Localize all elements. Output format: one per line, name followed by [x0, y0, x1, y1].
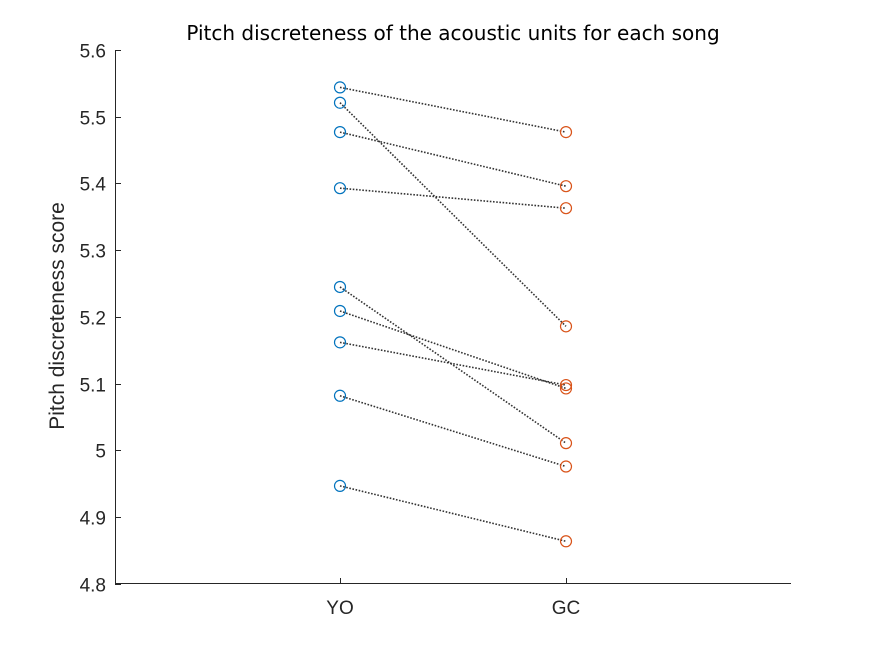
yo-marker [333, 81, 347, 94]
gc-marker [559, 382, 573, 395]
y-tick-label: 5.1 [80, 376, 106, 397]
y-tick-label: 5.3 [80, 242, 106, 263]
gc-marker [559, 126, 573, 139]
yo-marker [333, 96, 347, 109]
gc-marker [559, 535, 573, 548]
yo-marker [333, 182, 347, 195]
pair-connector [339, 310, 567, 390]
chart-title: Pitch discreteness of the acoustic units… [186, 21, 719, 45]
data-markers [333, 81, 573, 548]
pair-connector [339, 286, 567, 444]
yo-marker [333, 280, 347, 294]
pair-connector [339, 131, 567, 187]
pair-connector [339, 485, 567, 543]
gc-marker [559, 320, 573, 333]
y-tick-label: 5.5 [80, 109, 106, 130]
gc-marker [559, 378, 573, 392]
y-tick-label: 4.9 [80, 509, 106, 530]
y-axis-ticks: 4.8 4.9 5 5.1 5.2 5.3 5.4 5.5 5.6 [80, 42, 121, 597]
yo-marker [333, 479, 347, 492]
gc-marker [559, 180, 573, 193]
y-tick-label: 5 [95, 442, 106, 463]
yo-marker [333, 389, 347, 402]
x-axis-ticks: YO GC [326, 578, 580, 619]
y-tick-label: 5.6 [80, 42, 106, 63]
yo-marker [333, 336, 347, 349]
yo-marker [333, 126, 347, 139]
y-tick-label: 4.8 [80, 576, 106, 597]
yo-marker [333, 304, 347, 318]
y-tick-label: 5.2 [80, 309, 106, 330]
pair-connector [339, 187, 567, 209]
pair-connector-lines [339, 86, 567, 543]
x-tick-label-yo: YO [326, 598, 353, 619]
y-axis-label: Pitch discreteness score [46, 202, 69, 430]
gc-marker [559, 202, 573, 215]
pair-connector [339, 395, 567, 468]
gc-marker [559, 437, 573, 450]
gc-marker [559, 460, 573, 473]
y-tick-label: 5.4 [80, 175, 107, 196]
x-tick-label-gc: GC [552, 598, 581, 619]
